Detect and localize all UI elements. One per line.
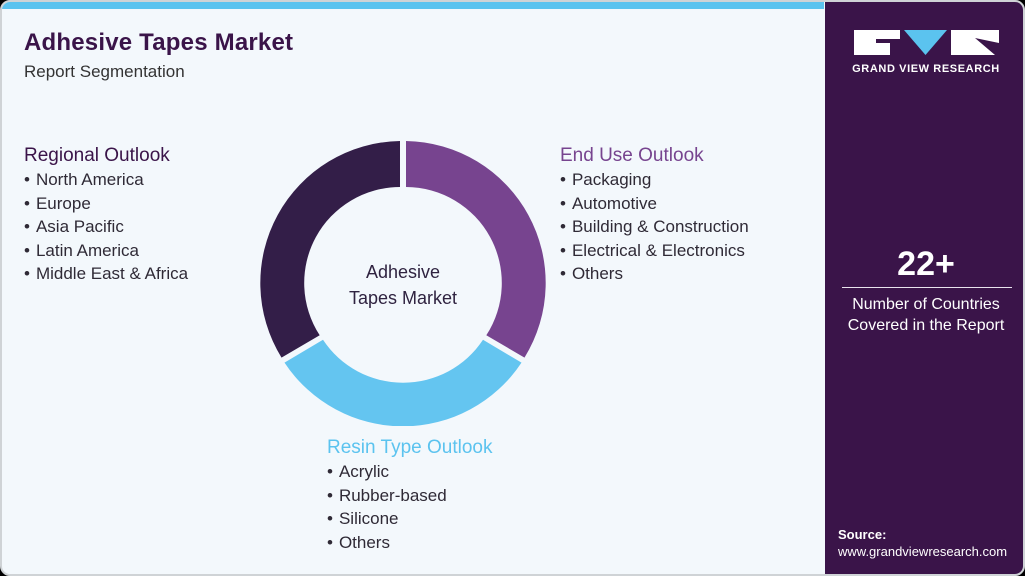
list-item: Silicone [327, 507, 492, 531]
list-item: Asia Pacific [24, 215, 188, 239]
center-label-line2: Tapes Market [348, 288, 458, 308]
source-label: Source: [838, 527, 887, 542]
resin-type-outlook-section: Resin Type Outlook Acrylic Rubber-based … [327, 436, 492, 554]
top-accent-bar [2, 2, 824, 9]
resin-type-outlook-title: Resin Type Outlook [327, 437, 493, 458]
regional-outlook-list: North America Europe Asia Pacific Latin … [24, 168, 188, 286]
list-item: Others [327, 531, 492, 555]
list-item: Middle East & Africa [24, 262, 188, 286]
list-item: Rubber-based [327, 484, 492, 508]
grand-view-research-logo-icon [854, 30, 999, 55]
donut-slice-resin-type [284, 339, 522, 426]
list-item: Europe [24, 192, 188, 216]
end-use-outlook-list: Packaging Automotive Building & Construc… [560, 168, 749, 286]
end-use-outlook-section: End Use Outlook Packaging Automotive Bui… [560, 144, 749, 286]
donut-center-label: Adhesive Tapes Market [302, 259, 504, 311]
countries-stat-label: Number of Countries Covered in the Repor… [825, 294, 1023, 336]
regional-outlook-section: Regional Outlook North America Europe As… [24, 144, 188, 286]
list-item: Latin America [24, 239, 188, 263]
regional-outlook-title: Regional Outlook [24, 145, 170, 166]
list-item: North America [24, 168, 188, 192]
page-subtitle: Report Segmentation [24, 62, 185, 81]
end-use-outlook-title: End Use Outlook [560, 145, 704, 166]
list-item: Electrical & Electronics [560, 239, 749, 263]
segmentation-donut-chart [260, 141, 546, 426]
page-title: Adhesive Tapes Market [24, 29, 294, 56]
resin-type-outlook-list: Acrylic Rubber-based Silicone Others [327, 460, 492, 554]
donut-slice-end-use [406, 141, 546, 358]
list-item: Automotive [560, 192, 749, 216]
list-item: Packaging [560, 168, 749, 192]
stat-label-line2: Covered in the Report [847, 317, 1005, 334]
stat-label-line1: Number of Countries [852, 296, 1000, 313]
center-label-line1: Adhesive [365, 262, 441, 282]
stat-divider [842, 287, 1012, 288]
source-url: www.grandviewresearch.com [838, 544, 1008, 559]
list-item: Building & Construction [560, 215, 749, 239]
countries-stat-value: 22+ [897, 245, 955, 283]
brand-sidebar [825, 2, 1023, 574]
list-item: Others [560, 262, 749, 286]
donut-slice-regional [260, 141, 400, 358]
brand-name: GRAND VIEW RESEARCH [852, 63, 1000, 75]
list-item: Acrylic [327, 460, 492, 484]
